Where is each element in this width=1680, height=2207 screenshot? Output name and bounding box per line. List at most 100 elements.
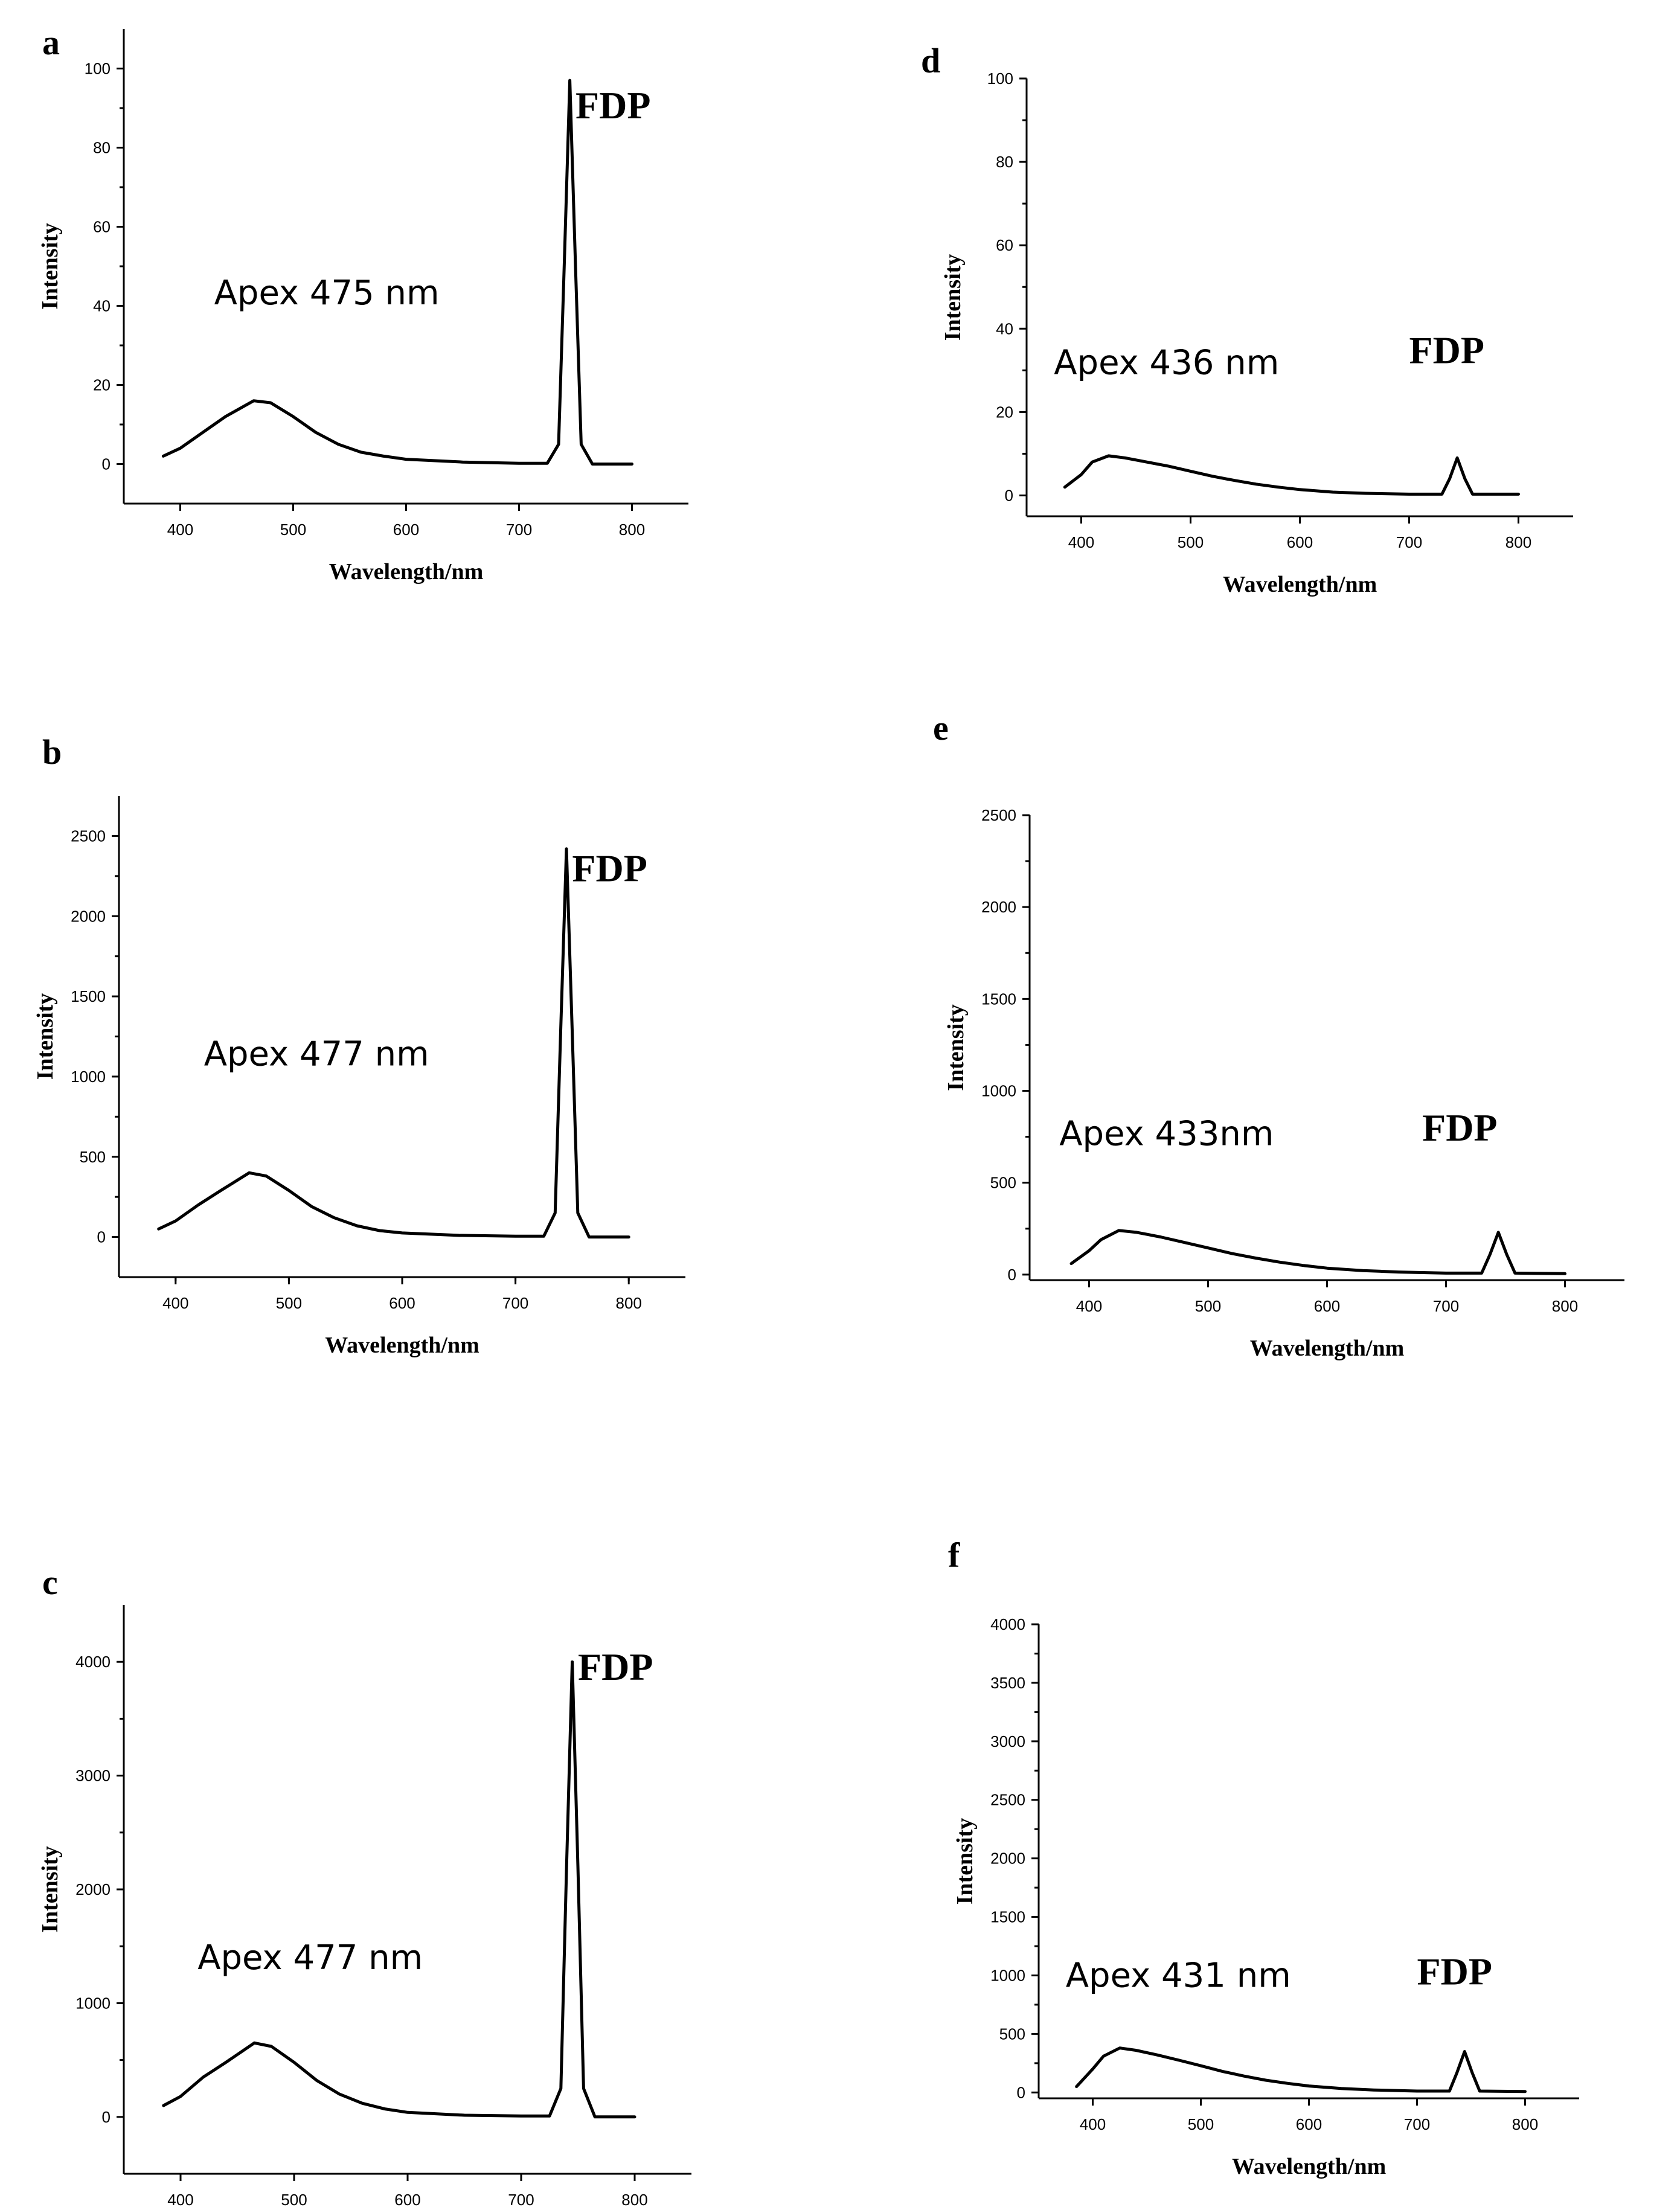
- apex-annotation: Apex 477 nm: [204, 1034, 429, 1074]
- spectrum-line: [1075, 2046, 1527, 2093]
- y-tick-label: 1000: [990, 1966, 1025, 1984]
- apex-annotation: Apex 431 nm: [1066, 1956, 1291, 1996]
- spectrum-line: [1069, 1229, 1566, 1275]
- x-axis-title: Wavelength/nm: [1223, 572, 1377, 597]
- panel-label: d: [921, 41, 940, 80]
- y-tick-label: 1500: [981, 990, 1016, 1008]
- y-tick-label: 3500: [990, 1674, 1025, 1692]
- chart-panel-e: e 400 500 600 700 800 0 500 1000 1500 2000 2500 Wave…: [933, 708, 1624, 1361]
- x-tick-label: 500: [1178, 533, 1204, 551]
- x-tick-label: 800: [619, 521, 645, 539]
- chart-panel-a: a 400 500 600 700 800 0 20 40 60 80 100 Wavelength/n…: [37, 23, 688, 585]
- y-tick-label: 2000: [71, 907, 106, 925]
- panel-label: a: [42, 23, 60, 62]
- y-tick-label: 40: [93, 297, 111, 315]
- x-axis-title: Wavelength/nm: [1250, 1336, 1404, 1361]
- y-axis-title: Intensity: [952, 1818, 978, 1905]
- y-tick-label: 2000: [981, 898, 1016, 916]
- x-tick-label: 500: [276, 1294, 302, 1312]
- x-tick-label: 400: [162, 1294, 188, 1312]
- y-axis-title: Intensity: [37, 223, 63, 310]
- spectrum-line: [162, 1660, 636, 2119]
- x-tick-label: 400: [1076, 1297, 1102, 1315]
- y-tick-label: 4000: [990, 1615, 1025, 1633]
- apex-annotation: Apex 433nm: [1059, 1115, 1274, 1154]
- fdp-annotation: FDP: [578, 1645, 653, 1688]
- x-axis-title: Wavelength/nm: [1232, 2154, 1386, 2179]
- x-tick-label: 400: [1068, 533, 1094, 551]
- panel-label: b: [42, 732, 62, 772]
- x-tick-label: 600: [1314, 1297, 1340, 1315]
- chart-panel-d: d 400 500 600 700 800 0 20 40 60 80 100 Wavelength/n…: [921, 41, 1573, 597]
- y-tick-label: 3000: [990, 1732, 1025, 1751]
- apex-annotation: Apex 475 nm: [214, 274, 440, 313]
- fdp-annotation: FDP: [1417, 1950, 1492, 1993]
- y-tick-label: 0: [1008, 1266, 1016, 1284]
- x-tick-label: 700: [1433, 1297, 1459, 1315]
- y-tick-label: 3000: [75, 1767, 111, 1785]
- x-tick-label: 800: [1512, 2115, 1538, 2133]
- fdp-annotation: FDP: [1422, 1106, 1497, 1149]
- x-tick-label: 400: [167, 521, 193, 539]
- y-tick-label: 500: [999, 2025, 1025, 2043]
- y-tick-label: 20: [93, 376, 111, 394]
- panel-label: f: [948, 1536, 960, 1575]
- y-axis-title: Intensity: [37, 1846, 63, 1933]
- y-axis-title: Intensity: [940, 254, 966, 341]
- y-tick-label: 60: [996, 236, 1013, 254]
- chart-panel-c: c40050060070080001000200030004000Wavelen…: [37, 1563, 691, 2207]
- fdp-annotation: FDP: [1409, 328, 1484, 371]
- spectrum-line: [161, 78, 633, 466]
- y-tick-label: 1000: [981, 1082, 1016, 1100]
- y-tick-label: 1000: [75, 1994, 111, 2012]
- x-tick-label: 700: [1396, 533, 1422, 551]
- spectrum-line: [1063, 454, 1520, 496]
- panel-label: c: [42, 1563, 58, 1602]
- fdp-annotation: FDP: [575, 84, 650, 127]
- y-tick-label: 2000: [990, 1850, 1025, 1868]
- x-tick-label: 800: [1505, 533, 1531, 551]
- y-tick-label: 4000: [75, 1653, 111, 1671]
- y-tick-label: 0: [102, 2108, 111, 2126]
- y-tick-label: 500: [990, 1174, 1016, 1192]
- apex-annotation: Apex 477 nm: [197, 1938, 423, 1978]
- x-tick-label: 600: [389, 1294, 415, 1312]
- spectrum-line: [157, 847, 630, 1239]
- x-tick-label: 800: [1552, 1297, 1578, 1315]
- x-tick-label: 700: [502, 1294, 528, 1312]
- apex-annotation: Apex 436 nm: [1054, 343, 1279, 382]
- y-tick-label: 0: [1005, 486, 1013, 504]
- y-tick-label: 0: [97, 1228, 106, 1246]
- y-axis-title: Intensity: [943, 1004, 969, 1091]
- x-tick-label: 400: [1080, 2115, 1106, 2133]
- chart-panel-f: f 400 500 600 700 800 0 500 1000 1500 2000 2500 3000…: [948, 1536, 1579, 2179]
- x-tick-label: 500: [1195, 1297, 1221, 1315]
- x-tick-label: 600: [393, 521, 419, 539]
- y-tick-label: 2500: [981, 806, 1016, 824]
- y-tick-label: 20: [996, 403, 1013, 421]
- x-tick-label: 500: [280, 521, 306, 539]
- y-tick-label: 2500: [71, 827, 106, 845]
- y-tick-label: 100: [987, 69, 1013, 88]
- chart-panel-b: b 400 500 600 700 800 0 500 1000 1500 2000 2500 Wave…: [33, 732, 685, 1358]
- y-axis-title: Intensity: [33, 993, 58, 1080]
- fdp-annotation: FDP: [572, 847, 647, 890]
- x-tick-label: 700: [1404, 2115, 1430, 2133]
- y-tick-label: 2500: [990, 1791, 1025, 1809]
- y-tick-label: 1500: [990, 1908, 1025, 1926]
- x-axis-title: Wavelength/nm: [329, 559, 483, 585]
- panel-label: e: [933, 708, 949, 748]
- x-tick-label: 800: [621, 2191, 647, 2207]
- x-tick-label: 600: [1296, 2115, 1322, 2133]
- y-tick-label: 80: [93, 139, 111, 157]
- y-tick-label: 0: [1017, 2083, 1025, 2101]
- x-tick-label: 600: [1287, 533, 1313, 551]
- y-tick-label: 2000: [75, 1880, 111, 1898]
- y-tick-label: 1000: [71, 1068, 106, 1086]
- y-tick-label: 100: [85, 60, 111, 78]
- y-tick-label: 40: [996, 319, 1013, 338]
- x-tick-label: 400: [167, 2191, 193, 2207]
- y-tick-label: 80: [996, 153, 1013, 171]
- y-tick-label: 500: [80, 1148, 106, 1166]
